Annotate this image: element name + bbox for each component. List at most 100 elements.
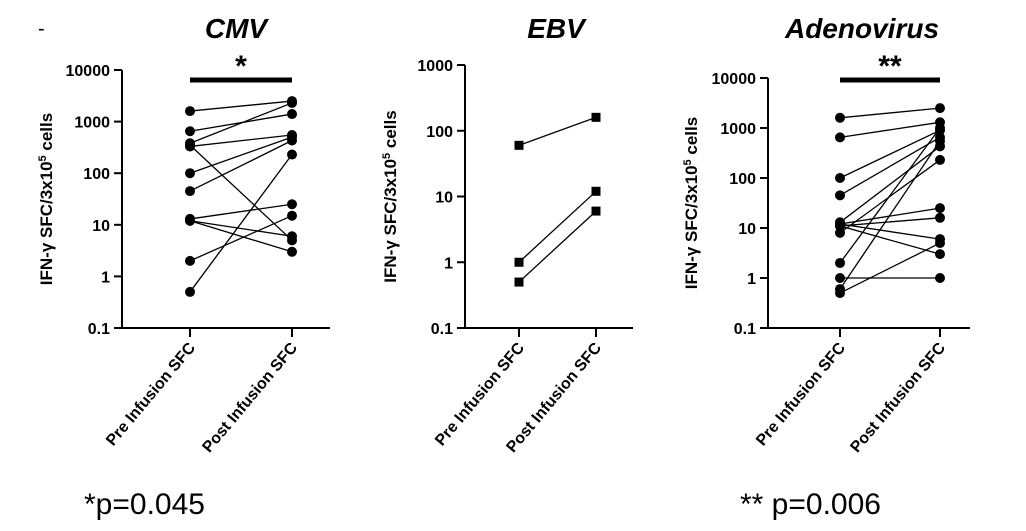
significance-marker: ** bbox=[878, 50, 902, 83]
post-infusion-point bbox=[591, 186, 601, 196]
post-infusion-point bbox=[287, 246, 297, 257]
pair-line bbox=[839, 145, 941, 223]
y-tick-label: 100 bbox=[83, 166, 110, 183]
post-infusion-point bbox=[935, 249, 945, 260]
x-category-label: Pre Infusion SFC bbox=[103, 339, 199, 449]
pre-infusion-point bbox=[835, 132, 845, 143]
post-infusion-point bbox=[287, 210, 297, 221]
pair-line bbox=[189, 203, 293, 220]
pre-infusion-point bbox=[514, 140, 524, 150]
chart-panel-2: Adenovirus 0.1 1 10 100 1000 10000 Pre Infusion… bbox=[682, 13, 970, 456]
post-infusion-point bbox=[287, 149, 297, 160]
pre-infusion-point bbox=[185, 126, 195, 137]
chart-title: EBV bbox=[527, 13, 587, 44]
pre-infusion-point bbox=[514, 277, 524, 287]
corner-mark: - bbox=[38, 18, 45, 40]
pair-line bbox=[839, 242, 941, 294]
y-tick-label: 0.1 bbox=[431, 321, 453, 338]
y-tick-label: 10000 bbox=[712, 71, 757, 88]
y-tick-label: 0.1 bbox=[88, 321, 110, 338]
pre-infusion-point bbox=[185, 140, 195, 151]
y-tick-label: 1 bbox=[444, 255, 453, 272]
adenovirus-p-value-note: ** p=0.006 bbox=[740, 488, 881, 521]
pair-line bbox=[189, 134, 293, 148]
chart-title: CMV bbox=[205, 13, 270, 44]
pair-line bbox=[839, 136, 941, 196]
pair-line bbox=[839, 223, 941, 240]
post-infusion-point bbox=[287, 109, 297, 120]
y-tick-label: 10 bbox=[738, 221, 756, 238]
pair-line bbox=[518, 190, 597, 263]
chart-panel-0: CMV 0.1 1 10 100 1000 10000 Pre Infusion SFC Pos… bbox=[37, 13, 330, 456]
pair-line bbox=[839, 140, 941, 290]
pre-infusion-point bbox=[835, 173, 845, 183]
pair-line bbox=[839, 121, 941, 138]
post-infusion-point bbox=[935, 103, 945, 114]
y-axis-label: IFN-γ SFC/3x105 cells bbox=[381, 110, 400, 282]
pre-infusion-point bbox=[835, 112, 845, 123]
post-infusion-point bbox=[935, 212, 945, 223]
y-tick-label: 1000 bbox=[74, 115, 110, 132]
pair-line bbox=[189, 220, 293, 237]
pre-infusion-point bbox=[835, 220, 845, 231]
pair-line bbox=[839, 129, 941, 179]
y-tick-label: 100 bbox=[426, 124, 453, 141]
pre-infusion-point bbox=[185, 168, 195, 179]
pair-line bbox=[189, 139, 293, 192]
pair-line bbox=[518, 116, 597, 146]
y-axis-label: IFN-γ SFC/3x105 cells bbox=[37, 113, 56, 285]
pair-line bbox=[189, 215, 293, 262]
cmv-p-value-note: *p=0.045 bbox=[84, 488, 205, 521]
pre-infusion-point bbox=[185, 186, 195, 197]
significance-marker: * bbox=[235, 50, 247, 83]
y-tick-label: 1000 bbox=[720, 121, 756, 138]
pre-infusion-point bbox=[835, 257, 845, 268]
y-tick-label: 1 bbox=[101, 269, 110, 286]
pre-infusion-point bbox=[835, 288, 845, 299]
pair-line bbox=[839, 217, 941, 227]
post-infusion-point bbox=[591, 206, 601, 216]
pre-infusion-point bbox=[185, 106, 195, 117]
pair-line bbox=[839, 127, 941, 264]
y-tick-label: 1000 bbox=[417, 58, 453, 75]
y-axis-label: IFN-γ SFC/3x105 cells bbox=[682, 117, 701, 289]
post-infusion-point bbox=[287, 235, 297, 246]
pre-infusion-point bbox=[185, 255, 195, 266]
pre-infusion-point bbox=[835, 273, 845, 283]
pair-line bbox=[839, 225, 941, 255]
pre-infusion-point bbox=[185, 215, 195, 226]
pre-infusion-point bbox=[835, 227, 845, 238]
pair-line bbox=[189, 100, 293, 112]
pair-line bbox=[189, 136, 293, 174]
y-tick-label: 10 bbox=[435, 190, 453, 207]
x-category-label: Post Infusion SFC bbox=[199, 339, 301, 456]
post-infusion-point bbox=[287, 199, 297, 210]
y-tick-label: 1 bbox=[747, 271, 756, 288]
post-infusion-point bbox=[935, 154, 945, 165]
pre-infusion-point bbox=[835, 190, 845, 201]
post-infusion-point bbox=[287, 135, 297, 146]
pair-line bbox=[189, 102, 293, 144]
y-tick-label: 100 bbox=[729, 171, 756, 188]
x-category-label: Pre Infusion SFC bbox=[753, 339, 849, 449]
pair-line bbox=[518, 210, 597, 283]
y-tick-label: 0.1 bbox=[734, 321, 756, 338]
post-infusion-point bbox=[935, 203, 945, 214]
chart-title: Adenovirus bbox=[784, 13, 939, 44]
post-infusion-point bbox=[935, 273, 945, 283]
post-infusion-point bbox=[935, 123, 945, 133]
x-category-label: Post Infusion SFC bbox=[847, 339, 949, 456]
pair-line bbox=[839, 107, 941, 119]
pair-line bbox=[189, 144, 293, 241]
y-tick-label: 10000 bbox=[66, 63, 111, 80]
post-infusion-point bbox=[287, 97, 297, 108]
pair-line bbox=[189, 154, 293, 293]
post-infusion-point bbox=[935, 238, 945, 249]
pre-infusion-point bbox=[185, 286, 195, 297]
pair-line bbox=[189, 220, 293, 253]
post-infusion-point bbox=[591, 112, 601, 122]
pre-infusion-point bbox=[514, 257, 524, 267]
y-tick-label: 10 bbox=[92, 218, 110, 235]
